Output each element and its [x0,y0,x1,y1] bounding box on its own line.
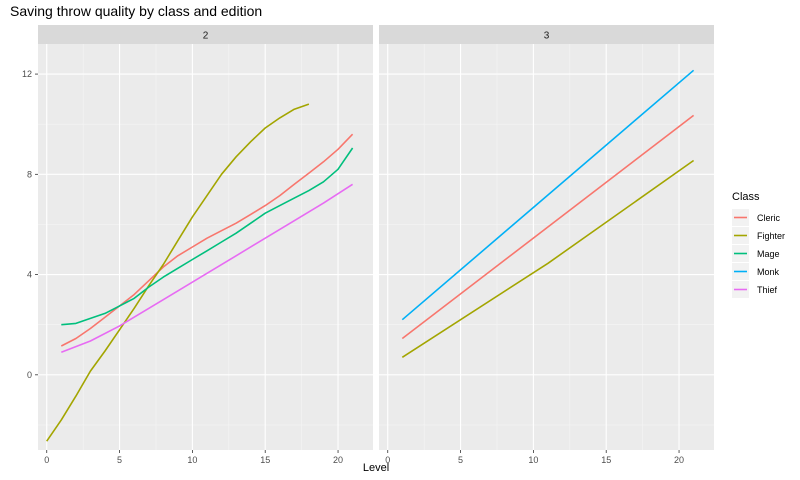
chart-title: Saving throw quality by class and editio… [10,3,262,19]
facet-strip [379,25,714,44]
x-tick-label: 0 [44,455,49,465]
legend-label: Mage [757,249,780,259]
x-tick-label: 5 [458,455,463,465]
series-line-thief [61,183,354,354]
legend-label: Monk [757,267,780,277]
legend-item-mage: Mage [732,245,780,262]
x-tick-label: 10 [528,455,538,465]
y-tick-label: 12 [22,69,32,79]
legend: Class Cleric Fighter Mage Monk Thief [732,191,785,298]
legend-label: Cleric [757,213,781,223]
facet-strip [38,25,373,44]
series-line-mage [61,147,354,326]
x-axis-title: Level [363,462,389,474]
x-tick-label: 15 [601,455,611,465]
x-tick-label: 20 [333,455,343,465]
facet-strip-label: 2 [203,31,209,42]
series-line-fighter [46,103,310,442]
facet-strip-label: 3 [544,31,550,42]
y-tick-label: 4 [27,270,32,280]
y-tick-label: 8 [27,169,32,179]
facet-panel-3: 3 0 5 10 15 20 [379,25,714,465]
legend-item-thief: Thief [732,281,778,298]
x-tick-label: 10 [187,455,197,465]
x-tick-label: 15 [260,455,270,465]
panel-background [379,44,714,450]
series-line-cleric [401,114,695,340]
x-tick-label: 5 [117,455,122,465]
x-tick-label: 20 [674,455,684,465]
legend-title: Class [732,191,760,203]
legend-item-fighter: Fighter [732,227,785,244]
legend-label: Fighter [757,231,785,241]
legend-item-monk: Monk [732,263,780,280]
legend-item-cleric: Cleric [732,209,781,226]
x-tick-label: 0 [385,455,390,465]
legend-label: Thief [757,285,778,295]
panel-background [38,44,373,450]
series-line-fighter [401,159,695,358]
series-line-cleric [60,133,354,347]
series-line-monk [401,69,695,321]
y-tick-label: 0 [27,370,32,380]
